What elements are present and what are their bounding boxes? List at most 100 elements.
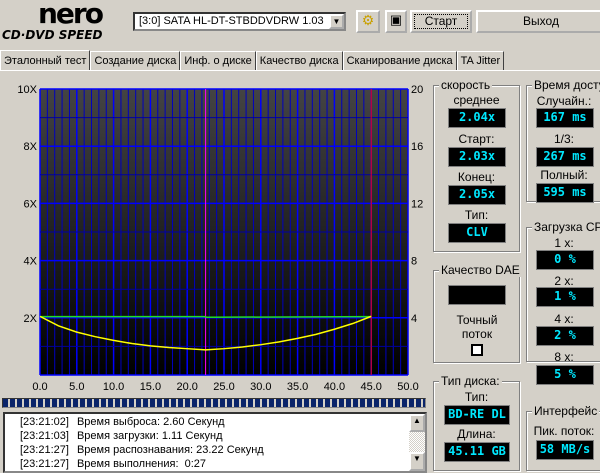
log-time: [23:21:27] bbox=[20, 458, 69, 470]
dae-group: Качество DAE Точный поток bbox=[433, 263, 522, 363]
log-time: [23:21:27] bbox=[20, 444, 69, 456]
y-left-tick-label: 2X bbox=[24, 313, 38, 325]
drive-info-icon[interactable]: ⚙ bbox=[356, 10, 380, 33]
accurate-stream-checkbox[interactable] bbox=[471, 344, 483, 356]
log-text: Время загрузки: 1.11 Секунд bbox=[76, 430, 223, 442]
disc-length: 45.11 GB bbox=[444, 442, 510, 462]
disc-title: Тип диска: bbox=[439, 374, 502, 388]
x-tick-label: 0.0 bbox=[32, 381, 47, 393]
full-access: 595 ms bbox=[536, 183, 594, 203]
dae-value bbox=[448, 285, 506, 305]
y-right-tick-label: 20 bbox=[411, 84, 423, 96]
cpu-2x-label: 2 x: bbox=[554, 274, 574, 288]
exit-button[interactable]: Выход bbox=[476, 10, 600, 33]
cpu-1x-label: 1 x: bbox=[554, 236, 574, 250]
cpu-group: Загрузка CPU 1 x: 0 % 2 x: 1 % 4 x: 2 % … bbox=[526, 220, 600, 385]
series-line-1 bbox=[39, 315, 372, 351]
x-tick-label: 25.0 bbox=[213, 381, 234, 393]
random-label: Случайн.: bbox=[536, 94, 592, 108]
log-text: Время выброса: 2.60 Секунд bbox=[76, 416, 225, 428]
interface-title: Интерфейс bbox=[532, 404, 600, 418]
tab-0[interactable]: Эталонный тест bbox=[0, 50, 91, 71]
x-tick-label: 5.0 bbox=[69, 381, 84, 393]
y-right-tick-label: 8 bbox=[411, 256, 417, 268]
access-title: Время доступа bbox=[532, 78, 600, 92]
log-time: [23:21:02] bbox=[20, 416, 69, 428]
speed-title: скорость bbox=[439, 78, 493, 92]
tab-bar: Эталонный тест Создание диска Инф. о диске… bbox=[0, 50, 505, 71]
x-tick-label: 50.0 bbox=[397, 381, 418, 393]
disc-type-group: Тип диска: Тип: BD-RE DL Длина: 45.11 GB bbox=[433, 374, 520, 471]
y-left-tick-label: 8X bbox=[24, 141, 38, 153]
save-icon[interactable]: ▣ bbox=[385, 10, 407, 33]
y-right-tick-label: 16 bbox=[411, 141, 423, 153]
burst-label: Пик. поток: bbox=[533, 424, 595, 438]
tab-3[interactable]: Качество диска bbox=[255, 51, 343, 70]
log-list: ▲ ▼ [23:21:02] Время выброса: 2.60 Секунд… bbox=[3, 412, 427, 473]
log-entry: [23:21:02] Время выброса: 2.60 Секунд bbox=[20, 416, 225, 429]
x-tick-label: 35.0 bbox=[287, 381, 308, 393]
tab-1[interactable]: Создание диска bbox=[90, 51, 181, 70]
x-tick-label: 45.0 bbox=[360, 381, 381, 393]
log-entry: [23:21:27] Время распознавания: 23.22 Сек… bbox=[20, 444, 264, 457]
disc-length-label: Длина: bbox=[457, 427, 496, 441]
nero-logo: nero bbox=[38, 0, 104, 30]
cpu-8x-label: 8 x: bbox=[554, 350, 574, 364]
burst-rate: 58 MB/s bbox=[536, 440, 594, 460]
dae-title: Качество DAE bbox=[439, 263, 522, 277]
y-left-tick-label: 10X bbox=[17, 84, 37, 96]
x-tick-label: 20.0 bbox=[176, 381, 197, 393]
interface-group: Интерфейс Пик. поток: 58 MB/s bbox=[526, 404, 600, 471]
x-tick-label: 10.0 bbox=[103, 381, 124, 393]
cpu-1x: 0 % bbox=[536, 250, 594, 270]
y-left-tick-label: 6X bbox=[24, 198, 38, 210]
log-time: [23:21:03] bbox=[20, 430, 69, 442]
speed-type: CLV bbox=[448, 223, 506, 243]
cpu-title: Загрузка CPU bbox=[532, 220, 600, 234]
start-label: Старт: bbox=[458, 132, 495, 146]
tab-4[interactable]: Сканирование диска bbox=[342, 51, 457, 70]
cpu-8x: 5 % bbox=[536, 365, 594, 385]
y-right-tick-label: 4 bbox=[411, 313, 417, 325]
x-tick-label: 40.0 bbox=[324, 381, 345, 393]
drive-select[interactable]: [3:0] SATA HL-DT-STBDDVDRW 1.03 ▼ bbox=[133, 12, 346, 31]
avg-speed: 2.04x bbox=[448, 108, 506, 128]
full-label: Полный: bbox=[540, 168, 588, 182]
log-entry: [23:21:03] Время загрузки: 1.11 Секунд bbox=[20, 430, 223, 443]
speed-chart: 0.0 5.0 10.0 15.0 20.0 25.0 30.0 35.0 40.0 45.0 50… bbox=[17, 84, 423, 393]
progress-bar bbox=[2, 398, 426, 408]
scroll-down-button[interactable]: ▼ bbox=[409, 452, 425, 471]
scroll-up-button[interactable]: ▲ bbox=[409, 414, 425, 432]
log-entry: [23:21:27] Время выполнения: 0:27 bbox=[20, 458, 206, 471]
cpu-4x: 2 % bbox=[536, 326, 594, 346]
log-text: Время распознавания: 23.22 Секунд bbox=[76, 444, 264, 456]
accurate-stream-label: Точный поток bbox=[456, 313, 498, 341]
end-label: Конец: bbox=[457, 170, 496, 184]
start-button[interactable]: Старт bbox=[410, 10, 472, 33]
x-tick-label: 15.0 bbox=[140, 381, 161, 393]
end-speed: 2.05x bbox=[448, 185, 506, 205]
third-label: 1/3: bbox=[553, 132, 574, 146]
type-label: Тип: bbox=[464, 208, 489, 222]
random-access: 167 ms bbox=[536, 108, 594, 128]
speed-group: скорость среднее 2.04x Старт: 2.03x Коне… bbox=[433, 78, 520, 252]
avg-label: среднее bbox=[453, 93, 500, 107]
chevron-down-icon[interactable]: ▼ bbox=[329, 14, 344, 29]
access-time-group: Время доступа Случайн.: 167 ms 1/3: 267 … bbox=[526, 78, 600, 203]
y-left-tick-label: 4X bbox=[24, 256, 38, 268]
tab-2[interactable]: Инф. о диске bbox=[180, 51, 256, 70]
start-speed: 2.03x bbox=[448, 147, 506, 167]
log-text: Время выполнения: 0:27 bbox=[76, 458, 207, 470]
benchmark-panel bbox=[0, 70, 600, 473]
cd-dvd-speed-logo: CD·DVD SPEED bbox=[2, 28, 103, 42]
drive-select-value: [3:0] SATA HL-DT-STBDDVDRW 1.03 bbox=[139, 15, 324, 27]
third-access: 267 ms bbox=[536, 147, 594, 167]
y-right-tick-label: 12 bbox=[411, 198, 423, 210]
disc-type: BD-RE DL bbox=[444, 405, 510, 425]
cpu-4x-label: 4 x: bbox=[554, 312, 574, 326]
scrollbar-track[interactable] bbox=[409, 432, 425, 452]
cpu-2x: 1 % bbox=[536, 287, 594, 307]
tab-5[interactable]: TA Jitter bbox=[456, 51, 505, 70]
x-tick-label: 30.0 bbox=[250, 381, 271, 393]
series-line-0 bbox=[40, 315, 372, 318]
